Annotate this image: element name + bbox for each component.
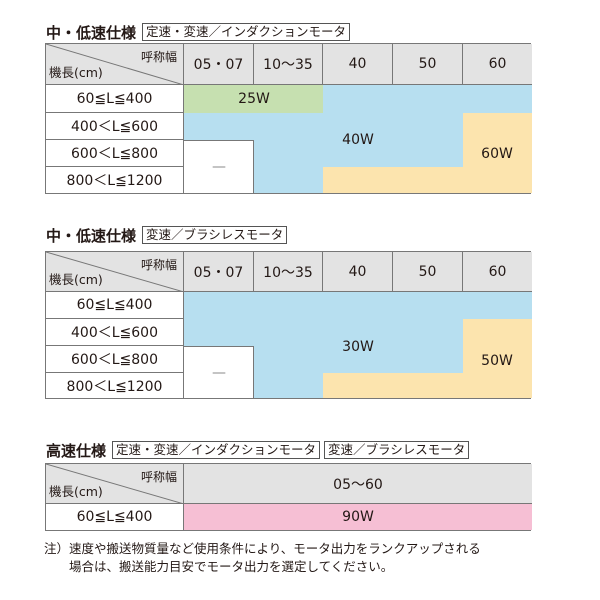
table2-title-row: 中・低速仕様 変速／ブラシレスモータ — [46, 225, 288, 245]
region-30w — [254, 346, 463, 373]
region-40w — [254, 167, 323, 193]
value-90w: 90W — [184, 504, 532, 530]
footnote-line: 注）速度や搬送物質量など使用条件により、モータ出力をランクアップされる — [44, 541, 481, 556]
col-header: 05・07 — [184, 44, 254, 85]
region-60w — [323, 167, 532, 193]
region-none — [184, 140, 254, 193]
table1-title: 中・低速仕様 — [46, 23, 137, 42]
region-40w — [184, 113, 463, 140]
col-header: 60 — [463, 44, 532, 85]
col-header: 10〜35 — [254, 252, 323, 292]
region-none — [184, 346, 254, 398]
table1-title-row: 中・低速仕様 定速・変速／インダクションモータ — [46, 22, 351, 42]
region-30w — [184, 319, 463, 346]
corner-label-length: 機長(cm) — [49, 484, 103, 499]
row-label: 60≦L≦400 — [46, 292, 184, 319]
corner-label-width: 呼称幅 — [140, 258, 177, 272]
region-25w — [184, 85, 323, 113]
col-header: 05・07 — [184, 252, 254, 292]
region-40w — [254, 140, 463, 167]
row-label: 600＜L≦800 — [46, 140, 184, 167]
corner-label-length: 機長(cm) — [49, 272, 103, 287]
table1: 呼称幅 機長(cm) 05・07 10〜35 40 50 60 60≦L≦400… — [45, 43, 532, 194]
value-60w: 60W — [481, 146, 513, 162]
value-none: — — [212, 365, 226, 381]
table3: 呼称幅 機長(cm) 05〜60 60≦L≦400 90W — [45, 463, 532, 531]
row-label: 800＜L≦1200 — [46, 373, 184, 398]
table2-tag: 変速／ブラシレスモータ — [142, 226, 288, 244]
row-label: 600＜L≦800 — [46, 346, 184, 373]
region-50w — [463, 319, 532, 373]
region-30w — [184, 292, 532, 319]
col-header: 40 — [323, 252, 393, 292]
value-30w: 30W — [342, 339, 374, 355]
table1-corner-header: 呼称幅 機長(cm) — [46, 44, 184, 85]
region-40w — [323, 85, 532, 113]
table3-corner-header: 呼称幅 機長(cm) — [46, 464, 184, 504]
region-50w — [323, 373, 532, 398]
value-40w: 40W — [342, 132, 374, 148]
value-25w: 25W — [238, 91, 270, 107]
value-none: — — [212, 159, 226, 175]
table2-title: 中・低速仕様 — [46, 226, 137, 245]
col-header: 40 — [323, 44, 393, 85]
corner-label-width: 呼称幅 — [140, 470, 177, 484]
region-30w — [254, 373, 323, 398]
table3-title-row: 高速仕様 定速・変速／インダクションモータ 変速／ブラシレスモータ — [46, 440, 470, 460]
col-header: 05〜60 — [184, 464, 532, 504]
corner-label-length: 機長(cm) — [49, 65, 103, 80]
table3-tag: 変速／ブラシレスモータ — [324, 441, 470, 459]
row-label: 60≦L≦400 — [46, 85, 184, 113]
table1-tag: 定速・変速／インダクションモータ — [142, 23, 351, 41]
row-label: 60≦L≦400 — [46, 504, 184, 530]
table2-corner-header: 呼称幅 機長(cm) — [46, 252, 184, 292]
col-header: 50 — [393, 44, 463, 85]
col-header: 10〜35 — [254, 44, 323, 85]
footnote-line: 場合は、搬送能力目安でモータ出力を選定してください。 — [44, 559, 394, 574]
table2: 呼称幅 機長(cm) 05・07 10〜35 40 50 60 60≦L≦400… — [45, 251, 532, 399]
row-label: 400＜L≦600 — [46, 319, 184, 346]
col-header: 50 — [393, 252, 463, 292]
value-50w: 50W — [481, 353, 513, 369]
row-label: 800＜L≦1200 — [46, 167, 184, 193]
col-header: 60 — [463, 252, 532, 292]
region-60w — [463, 113, 532, 167]
table3-tag: 定速・変速／インダクションモータ — [112, 441, 321, 459]
corner-label-width: 呼称幅 — [140, 50, 177, 64]
row-label: 400＜L≦600 — [46, 113, 184, 140]
footnote: 注）速度や搬送物質量など使用条件により、モータ出力をランクアップされる 場合は、… — [44, 540, 481, 576]
table3-title: 高速仕様 — [46, 441, 107, 460]
